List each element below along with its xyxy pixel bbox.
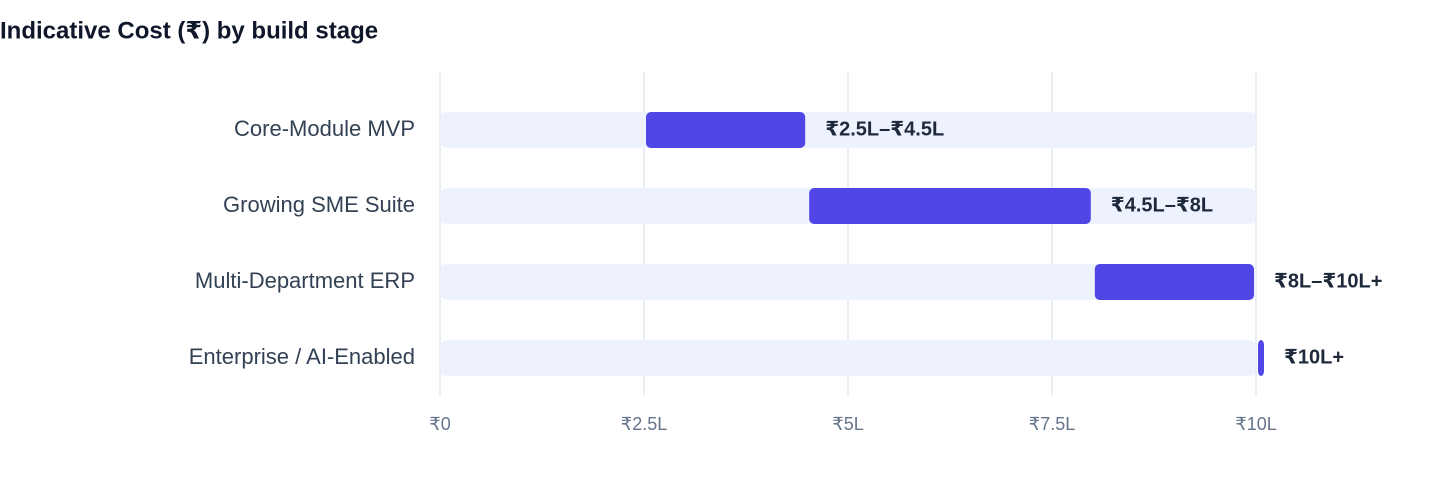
- x-tick-label: ₹0: [429, 414, 450, 434]
- bar: [1258, 340, 1264, 376]
- track: [440, 264, 1256, 300]
- category-label: Growing SME Suite: [223, 192, 415, 217]
- value-label: ₹10L+: [1284, 346, 1344, 368]
- x-tick-label: ₹7.5L: [1029, 414, 1076, 434]
- track: [440, 112, 1256, 148]
- x-tick-label: ₹10L: [1235, 414, 1276, 434]
- category-label: Multi-Department ERP: [195, 268, 415, 293]
- value-label: ₹8L–₹10L+: [1274, 270, 1382, 292]
- bar: [809, 188, 1091, 224]
- category-label: Enterprise / AI-Enabled: [189, 344, 415, 369]
- bar: [646, 112, 806, 148]
- bar: [1094, 264, 1254, 300]
- chart-title: Indicative Cost (₹) by build stage: [0, 17, 378, 44]
- x-tick-label: ₹5L: [832, 414, 863, 434]
- track: [440, 340, 1256, 376]
- value-label: ₹2.5L–₹4.5L: [825, 118, 944, 140]
- x-tick-label: ₹2.5L: [621, 414, 668, 434]
- category-label: Core-Module MVP: [234, 116, 415, 141]
- value-label: ₹4.5L–₹8L: [1111, 194, 1213, 216]
